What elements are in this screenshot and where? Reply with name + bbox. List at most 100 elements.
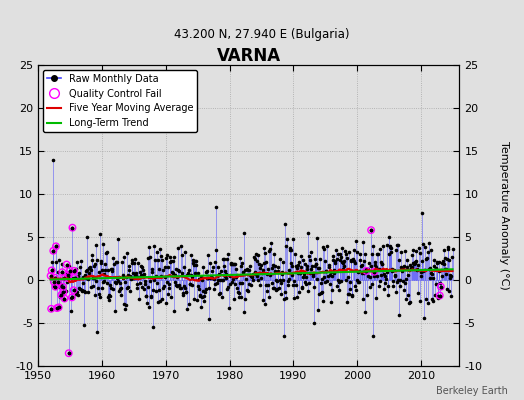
Point bbox=[376, 277, 384, 284]
Point bbox=[307, 248, 315, 255]
Point bbox=[417, 269, 425, 275]
Point bbox=[341, 248, 349, 254]
Point bbox=[221, 272, 229, 279]
Point bbox=[158, 256, 166, 263]
Point bbox=[333, 277, 342, 283]
Point bbox=[402, 296, 410, 303]
Point bbox=[398, 268, 406, 274]
Point bbox=[235, 289, 243, 296]
Point bbox=[124, 284, 132, 290]
Point bbox=[62, 261, 71, 268]
Point bbox=[296, 270, 304, 276]
Point bbox=[241, 267, 249, 274]
Point bbox=[47, 273, 55, 279]
Point bbox=[354, 279, 362, 285]
Point bbox=[192, 258, 200, 264]
Point bbox=[63, 275, 72, 281]
Point bbox=[449, 246, 457, 252]
Point bbox=[179, 290, 187, 296]
Point bbox=[432, 259, 441, 266]
Point bbox=[172, 282, 180, 288]
Point bbox=[173, 267, 182, 274]
Point bbox=[374, 266, 383, 272]
Point bbox=[125, 262, 133, 269]
Point bbox=[256, 264, 265, 271]
Point bbox=[380, 271, 389, 278]
Point bbox=[315, 291, 323, 297]
Point bbox=[246, 272, 255, 278]
Point bbox=[169, 258, 177, 264]
Point bbox=[50, 278, 58, 285]
Point bbox=[105, 282, 114, 289]
Point bbox=[421, 244, 430, 250]
Point bbox=[383, 269, 391, 275]
Point bbox=[314, 307, 322, 314]
Point bbox=[419, 267, 428, 274]
Point bbox=[258, 270, 266, 276]
Point bbox=[95, 231, 104, 238]
Point bbox=[336, 254, 345, 260]
Point bbox=[159, 284, 167, 291]
Point bbox=[269, 284, 278, 291]
Point bbox=[326, 281, 334, 287]
Point bbox=[303, 263, 311, 269]
Point bbox=[70, 275, 79, 281]
Point bbox=[435, 292, 444, 299]
Point bbox=[53, 279, 62, 285]
Point bbox=[441, 270, 450, 277]
Point bbox=[171, 266, 180, 272]
Point bbox=[274, 268, 282, 274]
Point bbox=[224, 284, 232, 290]
Point bbox=[110, 255, 118, 261]
Point bbox=[96, 260, 105, 266]
Point bbox=[283, 236, 291, 242]
Point bbox=[230, 296, 238, 302]
Point bbox=[48, 259, 57, 266]
Point bbox=[113, 258, 121, 265]
Point bbox=[104, 267, 112, 274]
Point bbox=[348, 292, 357, 299]
Point bbox=[202, 268, 211, 274]
Point bbox=[66, 268, 74, 274]
Point bbox=[68, 224, 77, 231]
Point bbox=[90, 275, 99, 281]
Point bbox=[129, 270, 137, 276]
Point bbox=[155, 265, 163, 272]
Point bbox=[318, 288, 326, 295]
Point bbox=[59, 284, 67, 290]
Point bbox=[290, 278, 298, 284]
Point bbox=[321, 278, 329, 285]
Point bbox=[438, 259, 446, 266]
Point bbox=[309, 271, 317, 277]
Point bbox=[374, 250, 382, 257]
Point bbox=[352, 287, 361, 293]
Point bbox=[170, 279, 179, 285]
Point bbox=[331, 260, 340, 267]
Point bbox=[118, 259, 126, 265]
Point bbox=[167, 294, 176, 300]
Point bbox=[428, 271, 436, 278]
Point bbox=[212, 204, 220, 210]
Point bbox=[112, 259, 120, 266]
Point bbox=[57, 292, 66, 298]
Point bbox=[151, 256, 159, 263]
Point bbox=[160, 282, 168, 289]
Point bbox=[263, 271, 271, 278]
Point bbox=[91, 292, 99, 298]
Point bbox=[394, 277, 402, 283]
Point bbox=[261, 259, 270, 266]
Point bbox=[426, 275, 434, 281]
Point bbox=[209, 264, 217, 270]
Point bbox=[366, 274, 374, 281]
Point bbox=[382, 276, 390, 282]
Point bbox=[230, 261, 238, 268]
Point bbox=[377, 259, 386, 265]
Point bbox=[159, 267, 168, 273]
Point bbox=[349, 256, 357, 262]
Point bbox=[322, 267, 330, 274]
Point bbox=[316, 256, 324, 262]
Point bbox=[265, 248, 273, 254]
Point bbox=[381, 280, 390, 286]
Point bbox=[182, 289, 190, 295]
Point bbox=[312, 261, 320, 267]
